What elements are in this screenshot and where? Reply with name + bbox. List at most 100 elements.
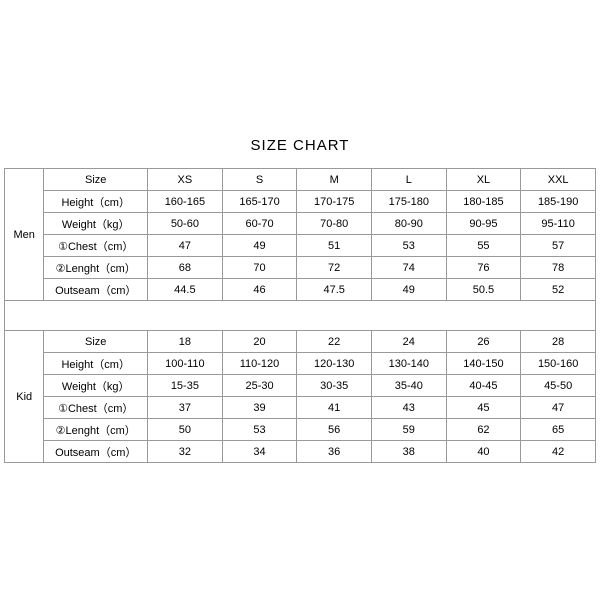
- cell: 44.5: [148, 279, 223, 301]
- cell: 46: [222, 279, 297, 301]
- attr-label: ①Chest（cm）: [44, 397, 148, 419]
- cell: 51: [297, 235, 372, 257]
- table-row: Outseam（cm） 32 34 36 38 40 42: [5, 441, 596, 463]
- cell: 43: [371, 397, 446, 419]
- group-label-kid: Kid: [5, 331, 44, 463]
- cell: 56: [297, 419, 372, 441]
- cell: 53: [371, 235, 446, 257]
- table-row: Men Size XS S M L XL XXL: [5, 169, 596, 191]
- col-header: 28: [521, 331, 596, 353]
- cell: 90-95: [446, 213, 521, 235]
- attr-label: ②Lenght（cm）: [44, 257, 148, 279]
- cell: 160-165: [148, 191, 223, 213]
- cell: 38: [371, 441, 446, 463]
- group-label-men: Men: [5, 169, 44, 301]
- cell: 25-30: [222, 375, 297, 397]
- cell: 65: [521, 419, 596, 441]
- table-row: Height（cm） 160-165 165-170 170-175 175-1…: [5, 191, 596, 213]
- col-header: M: [297, 169, 372, 191]
- cell: 100-110: [148, 353, 223, 375]
- attr-label: Height（cm）: [44, 353, 148, 375]
- spacer-cell: [5, 301, 596, 331]
- cell: 59: [371, 419, 446, 441]
- cell: 32: [148, 441, 223, 463]
- cell: 170-175: [297, 191, 372, 213]
- col-header: XL: [446, 169, 521, 191]
- cell: 70-80: [297, 213, 372, 235]
- cell: 72: [297, 257, 372, 279]
- cell: 175-180: [371, 191, 446, 213]
- col-header: 20: [222, 331, 297, 353]
- cell: 180-185: [446, 191, 521, 213]
- col-header: XXL: [521, 169, 596, 191]
- cell: 35-40: [371, 375, 446, 397]
- cell: 30-35: [297, 375, 372, 397]
- cell: 49: [222, 235, 297, 257]
- chart-title: SIZE CHART: [4, 137, 596, 154]
- cell: 76: [446, 257, 521, 279]
- attr-label: ①Chest（cm）: [44, 235, 148, 257]
- cell: 80-90: [371, 213, 446, 235]
- cell: 110-120: [222, 353, 297, 375]
- col-header: 22: [297, 331, 372, 353]
- attr-label: ②Lenght（cm）: [44, 419, 148, 441]
- table-row: Height（cm） 100-110 110-120 120-130 130-1…: [5, 353, 596, 375]
- table-row: Weight（kg） 50-60 60-70 70-80 80-90 90-95…: [5, 213, 596, 235]
- attr-label: Weight（kg）: [44, 213, 148, 235]
- cell: 55: [446, 235, 521, 257]
- cell: 40-45: [446, 375, 521, 397]
- spacer-row: [5, 301, 596, 331]
- cell: 62: [446, 419, 521, 441]
- attr-label: Size: [44, 169, 148, 191]
- cell: 78: [521, 257, 596, 279]
- cell: 52: [521, 279, 596, 301]
- cell: 45-50: [521, 375, 596, 397]
- attr-label: Weight（kg）: [44, 375, 148, 397]
- cell: 150-160: [521, 353, 596, 375]
- cell: 50-60: [148, 213, 223, 235]
- col-header: S: [222, 169, 297, 191]
- table-row: ②Lenght（cm） 50 53 56 59 62 65: [5, 419, 596, 441]
- table-row: ①Chest（cm） 37 39 41 43 45 47: [5, 397, 596, 419]
- size-chart: SIZE CHART Men Size XS S M L XL XXL Heig…: [0, 137, 600, 463]
- attr-label: Size: [44, 331, 148, 353]
- col-header: L: [371, 169, 446, 191]
- cell: 120-130: [297, 353, 372, 375]
- col-header: 26: [446, 331, 521, 353]
- cell: 68: [148, 257, 223, 279]
- cell: 53: [222, 419, 297, 441]
- cell: 165-170: [222, 191, 297, 213]
- cell: 47.5: [297, 279, 372, 301]
- cell: 15-35: [148, 375, 223, 397]
- table-row: ②Lenght（cm） 68 70 72 74 76 78: [5, 257, 596, 279]
- table-row: Outseam（cm） 44.5 46 47.5 49 50.5 52: [5, 279, 596, 301]
- cell: 45: [446, 397, 521, 419]
- cell: 41: [297, 397, 372, 419]
- attr-label: Outseam（cm）: [44, 279, 148, 301]
- col-header: XS: [148, 169, 223, 191]
- cell: 50: [148, 419, 223, 441]
- col-header: 18: [148, 331, 223, 353]
- cell: 70: [222, 257, 297, 279]
- attr-label: Height（cm）: [44, 191, 148, 213]
- cell: 95-110: [521, 213, 596, 235]
- cell: 50.5: [446, 279, 521, 301]
- cell: 185-190: [521, 191, 596, 213]
- cell: 47: [148, 235, 223, 257]
- cell: 36: [297, 441, 372, 463]
- table-row: Weight（kg） 15-35 25-30 30-35 35-40 40-45…: [5, 375, 596, 397]
- attr-label: Outseam（cm）: [44, 441, 148, 463]
- cell: 57: [521, 235, 596, 257]
- cell: 60-70: [222, 213, 297, 235]
- size-table: Men Size XS S M L XL XXL Height（cm） 160-…: [4, 168, 596, 463]
- cell: 130-140: [371, 353, 446, 375]
- cell: 37: [148, 397, 223, 419]
- col-header: 24: [371, 331, 446, 353]
- cell: 47: [521, 397, 596, 419]
- cell: 74: [371, 257, 446, 279]
- table-row: ①Chest（cm） 47 49 51 53 55 57: [5, 235, 596, 257]
- cell: 49: [371, 279, 446, 301]
- cell: 42: [521, 441, 596, 463]
- cell: 40: [446, 441, 521, 463]
- table-row: Kid Size 18 20 22 24 26 28: [5, 331, 596, 353]
